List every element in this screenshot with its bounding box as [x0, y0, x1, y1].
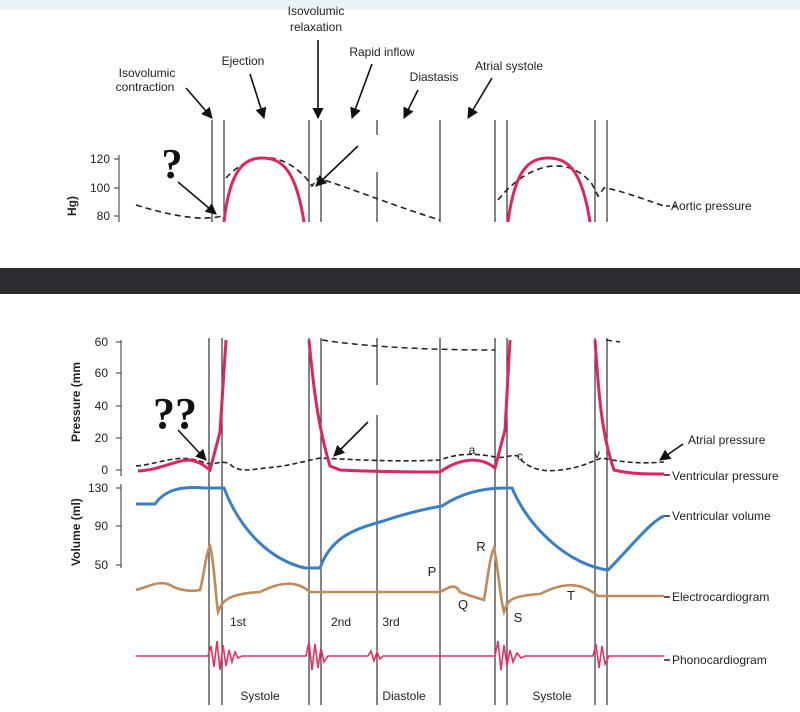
pressure-tick-60-top: 60 [95, 335, 109, 349]
volume-tick-90: 90 [95, 519, 109, 533]
ventricular-volume-label: Ventricular volume [672, 509, 771, 523]
phonocardiogram-label: Phonocardiogram [672, 653, 767, 667]
top-whiteout-patch [360, 136, 406, 172]
atrial-pressure-curve [135, 453, 665, 472]
label-isovolumic-contraction-1: Isovolumic [119, 66, 176, 80]
heart-sound-2nd: 2nd [331, 615, 351, 629]
ecg-t-label: T [567, 588, 575, 603]
pressure-tick-40: 40 [95, 399, 109, 413]
volume-tick-50: 50 [95, 558, 109, 572]
pressure-tick-20: 20 [95, 431, 109, 445]
ventricular-pressure-hump-1 [222, 156, 306, 223]
top-label-arrows [177, 40, 493, 215]
top-tick-100: 100 [90, 181, 110, 195]
right-leaders [664, 474, 670, 661]
pressure-axis-ticks [116, 341, 121, 471]
volume-tick-130: 130 [88, 481, 108, 495]
top-phase-lines [211, 120, 608, 222]
label-ejection: Ejection [222, 54, 265, 68]
label-atrial-systole: Atrial systole [475, 59, 543, 73]
top-y-ticks [114, 158, 119, 217]
pressure-axis-label: Pressure (mm [69, 362, 83, 442]
aortic-pressure-curve-bottom [321, 339, 621, 351]
electrocardiogram-curve [135, 542, 664, 617]
pressure-tick-60: 60 [95, 366, 109, 380]
question-marks-bottom: ?? [153, 389, 197, 438]
top-tick-80: 80 [97, 209, 111, 223]
phase-systole-2: Systole [532, 689, 572, 703]
volume-axis-ticks [116, 487, 121, 566]
heart-sound-1st: 1st [230, 615, 247, 629]
volume-axis-label: Volume (ml) [69, 498, 83, 566]
phonocardiogram-curve [136, 640, 664, 671]
aortic-pressure-label: Aortic pressure [671, 199, 752, 213]
ventricular-volume-curve [136, 486, 665, 572]
wave-v: v [594, 447, 600, 461]
electrocardiogram-label: Electrocardiogram [672, 590, 769, 604]
top-y-axis-label: Hg) [65, 196, 79, 216]
top-tick-120: 120 [90, 152, 110, 166]
label-isovolumic-contraction-2: contraction [116, 80, 175, 94]
pressure-tick-0: 0 [101, 463, 108, 477]
phase-systole-1: Systole [240, 689, 280, 703]
gap-top [0, 224, 800, 268]
label-isovolumic-relaxation-2: relaxation [290, 20, 342, 34]
label-rapid-inflow: Rapid inflow [349, 45, 415, 59]
wave-a: a [469, 443, 476, 457]
label-diastasis: Diastasis [410, 70, 459, 84]
ecg-q-label: Q [458, 597, 468, 612]
wave-c: c [517, 449, 523, 463]
label-isovolumic-relaxation-1: Isovolumic [288, 4, 345, 18]
ventricular-pressure-curve [137, 339, 665, 476]
ecg-s-label: S [514, 610, 523, 625]
bottom-phase-lines [208, 338, 608, 705]
question-mark-top: ? [162, 142, 183, 188]
top-bar [0, 0, 800, 10]
phase-diastole: Diastole [382, 689, 426, 703]
atrial-pressure-label: Atrial pressure [688, 433, 766, 447]
ecg-p-label: P [428, 564, 437, 579]
ecg-r-label: R [476, 539, 485, 554]
ventricular-pressure-label: Ventricular pressure [672, 469, 779, 483]
ventricular-pressure-hump-2 [506, 156, 592, 223]
bottom-whiteout-patch [357, 386, 405, 414]
heart-sound-3rd: 3rd [382, 615, 399, 629]
bottom-arrows [177, 421, 684, 461]
separator-bar [0, 268, 800, 294]
